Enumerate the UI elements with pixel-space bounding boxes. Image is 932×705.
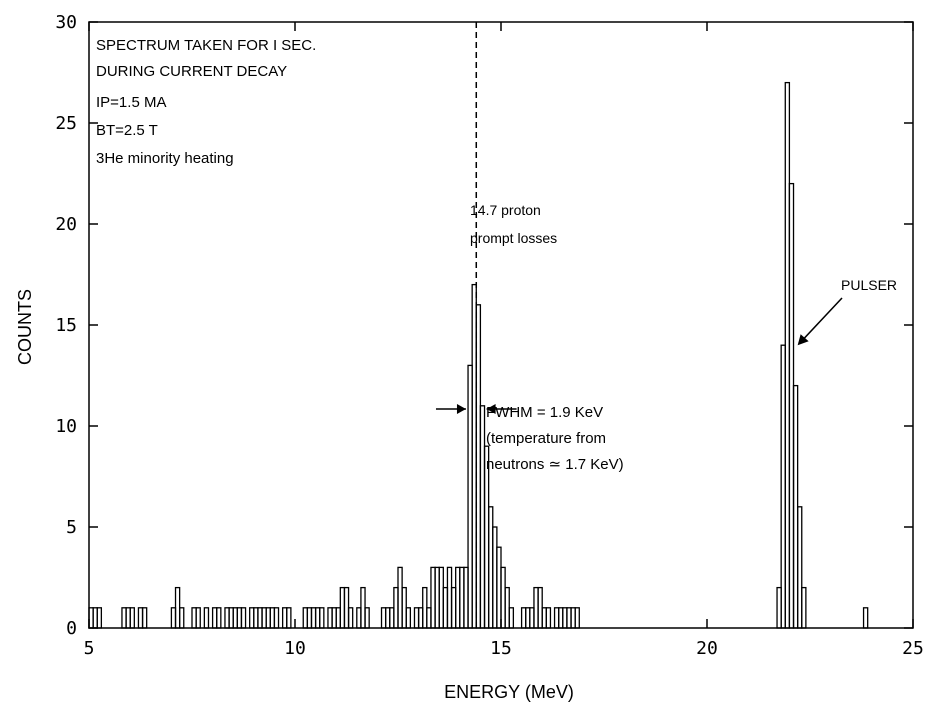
y-tick-label: 0 bbox=[66, 618, 77, 639]
histogram-bar bbox=[195, 607, 201, 629]
histogram-bar bbox=[574, 607, 580, 629]
fwhm-arrowhead-right bbox=[486, 404, 496, 414]
histogram-bar bbox=[801, 586, 807, 629]
annotation-spectrum: SPECTRUM TAKEN FOR I SEC. bbox=[96, 37, 316, 54]
y-tick-label: 10 bbox=[55, 416, 77, 437]
fwhm-arrowhead-left bbox=[456, 404, 466, 414]
x-tick-label: 5 bbox=[84, 638, 95, 659]
histogram-bar bbox=[364, 607, 370, 629]
histogram-bar bbox=[141, 607, 148, 629]
y-tick-label: 20 bbox=[55, 214, 77, 235]
histogram-bar bbox=[347, 607, 354, 629]
histogram-layer bbox=[88, 81, 869, 629]
histogram-bar bbox=[96, 607, 103, 629]
annotation-he: 3He minority heating bbox=[96, 150, 234, 167]
histogram-bar bbox=[216, 607, 222, 629]
y-axis-label: COUNTS bbox=[15, 289, 35, 365]
pulser-arrowhead bbox=[797, 334, 809, 346]
histogram-bar bbox=[405, 607, 412, 629]
x-tick-label: 25 bbox=[902, 638, 924, 659]
histogram-bar bbox=[286, 607, 292, 629]
x-tick-label: 10 bbox=[284, 638, 306, 659]
annotation-decay: DURING CURRENT DECAY bbox=[96, 63, 287, 80]
histogram-bar bbox=[796, 506, 803, 629]
y-tick-label: 15 bbox=[55, 315, 77, 336]
annotation-ip: IP=1.5 MA bbox=[96, 94, 166, 111]
y-tick-label: 5 bbox=[66, 517, 77, 538]
annotation-pulser: PULSER bbox=[841, 277, 897, 293]
annotation-proton: 14.7 proton bbox=[470, 202, 541, 218]
histogram-bar bbox=[319, 607, 325, 629]
histogram-bar bbox=[203, 607, 210, 629]
annotation-bt: BT=2.5 T bbox=[96, 122, 158, 139]
pulser-arrow bbox=[799, 297, 843, 344]
x-tick-label: 15 bbox=[490, 638, 512, 659]
x-axis-label: ENERGY (MeV) bbox=[444, 682, 574, 702]
y-tick-label: 30 bbox=[55, 12, 77, 33]
histogram-bar bbox=[273, 607, 280, 629]
y-tick-label: 25 bbox=[55, 113, 77, 134]
annotation-temp: (temperature from bbox=[486, 430, 606, 447]
histogram-bar bbox=[178, 607, 185, 629]
histogram-bar bbox=[129, 607, 135, 629]
x-tick-label: 20 bbox=[696, 638, 718, 659]
histogram-bar bbox=[508, 607, 515, 629]
annotation-neutrons: neutrons ≃ 1.7 KeV) bbox=[486, 456, 624, 473]
annotation-fwhm: FWHM = 1.9 KeV bbox=[486, 404, 603, 421]
histogram-bar bbox=[240, 607, 247, 629]
annotation-layer: SPECTRUM TAKEN FOR I SEC. DURING CURRENT … bbox=[96, 22, 897, 628]
histogram-bar bbox=[545, 607, 552, 629]
annotation-prompt: prompt losses bbox=[470, 230, 557, 246]
histogram-bar bbox=[862, 607, 869, 629]
